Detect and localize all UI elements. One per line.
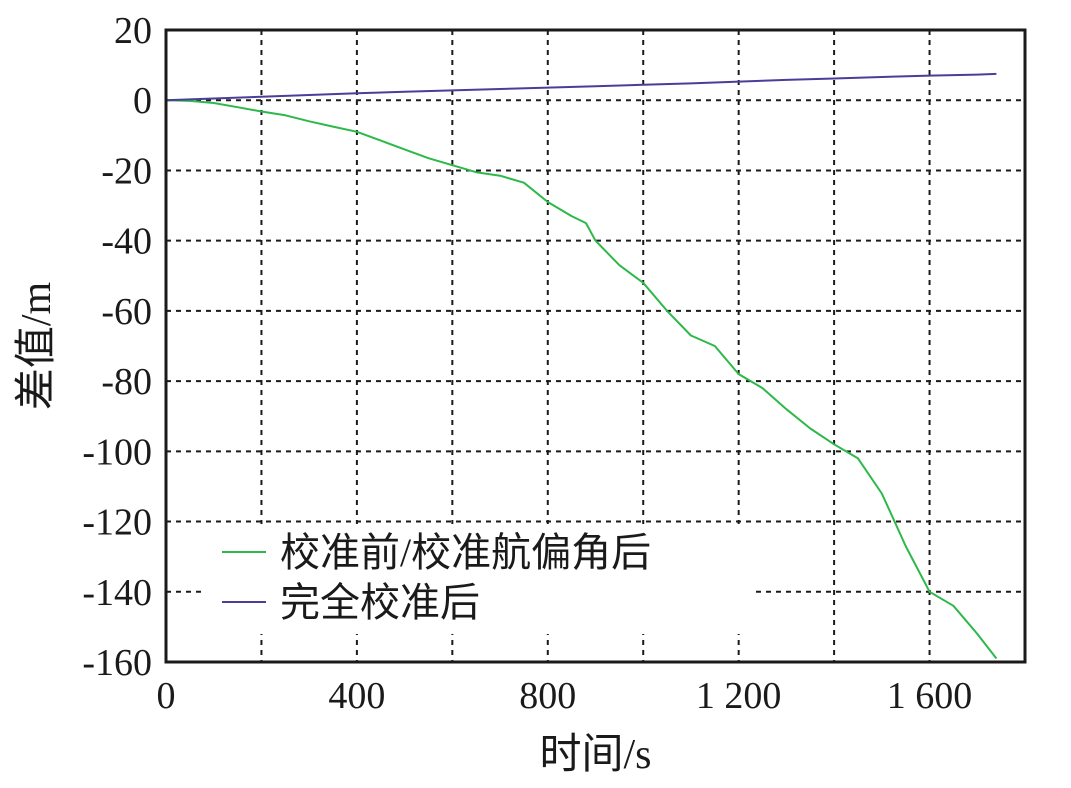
y-tick-label: -40 [101, 221, 152, 263]
y-tick-label: -100 [82, 431, 152, 473]
legend-background [205, 524, 753, 634]
x-tick-label: 1 200 [696, 675, 782, 717]
series-line-1 [165, 99, 998, 660]
legend-label: 完全校准后 [280, 580, 480, 625]
x-axis-label: 时间/s [539, 732, 651, 778]
y-tick-label: -160 [82, 642, 152, 684]
x-tick-label: 400 [328, 675, 385, 717]
series-line-2 [165, 72, 997, 102]
y-axis-label: 差值/m [14, 282, 60, 411]
x-tick-label: 1 600 [887, 675, 973, 717]
series-lines [165, 72, 998, 660]
plot-frame [164, 28, 1027, 664]
y-tick-label: 0 [133, 80, 152, 122]
x-tick-label: 800 [519, 675, 576, 717]
y-tick-label: -60 [101, 291, 152, 333]
legend-label: 校准前/校准航偏角后 [280, 530, 651, 575]
y-tick-label: 20 [114, 10, 152, 52]
y-tick-label: -120 [82, 502, 152, 544]
y-tick-label: -20 [101, 150, 152, 192]
y-tick-label: -80 [101, 361, 152, 403]
y-tick-label: -140 [82, 572, 152, 614]
x-tick-label: 0 [157, 675, 176, 717]
tick-labels: 0 400 800 1 200 1 600 20 0 -20 -40 -60 -80 -100 -120… [82, 10, 972, 717]
